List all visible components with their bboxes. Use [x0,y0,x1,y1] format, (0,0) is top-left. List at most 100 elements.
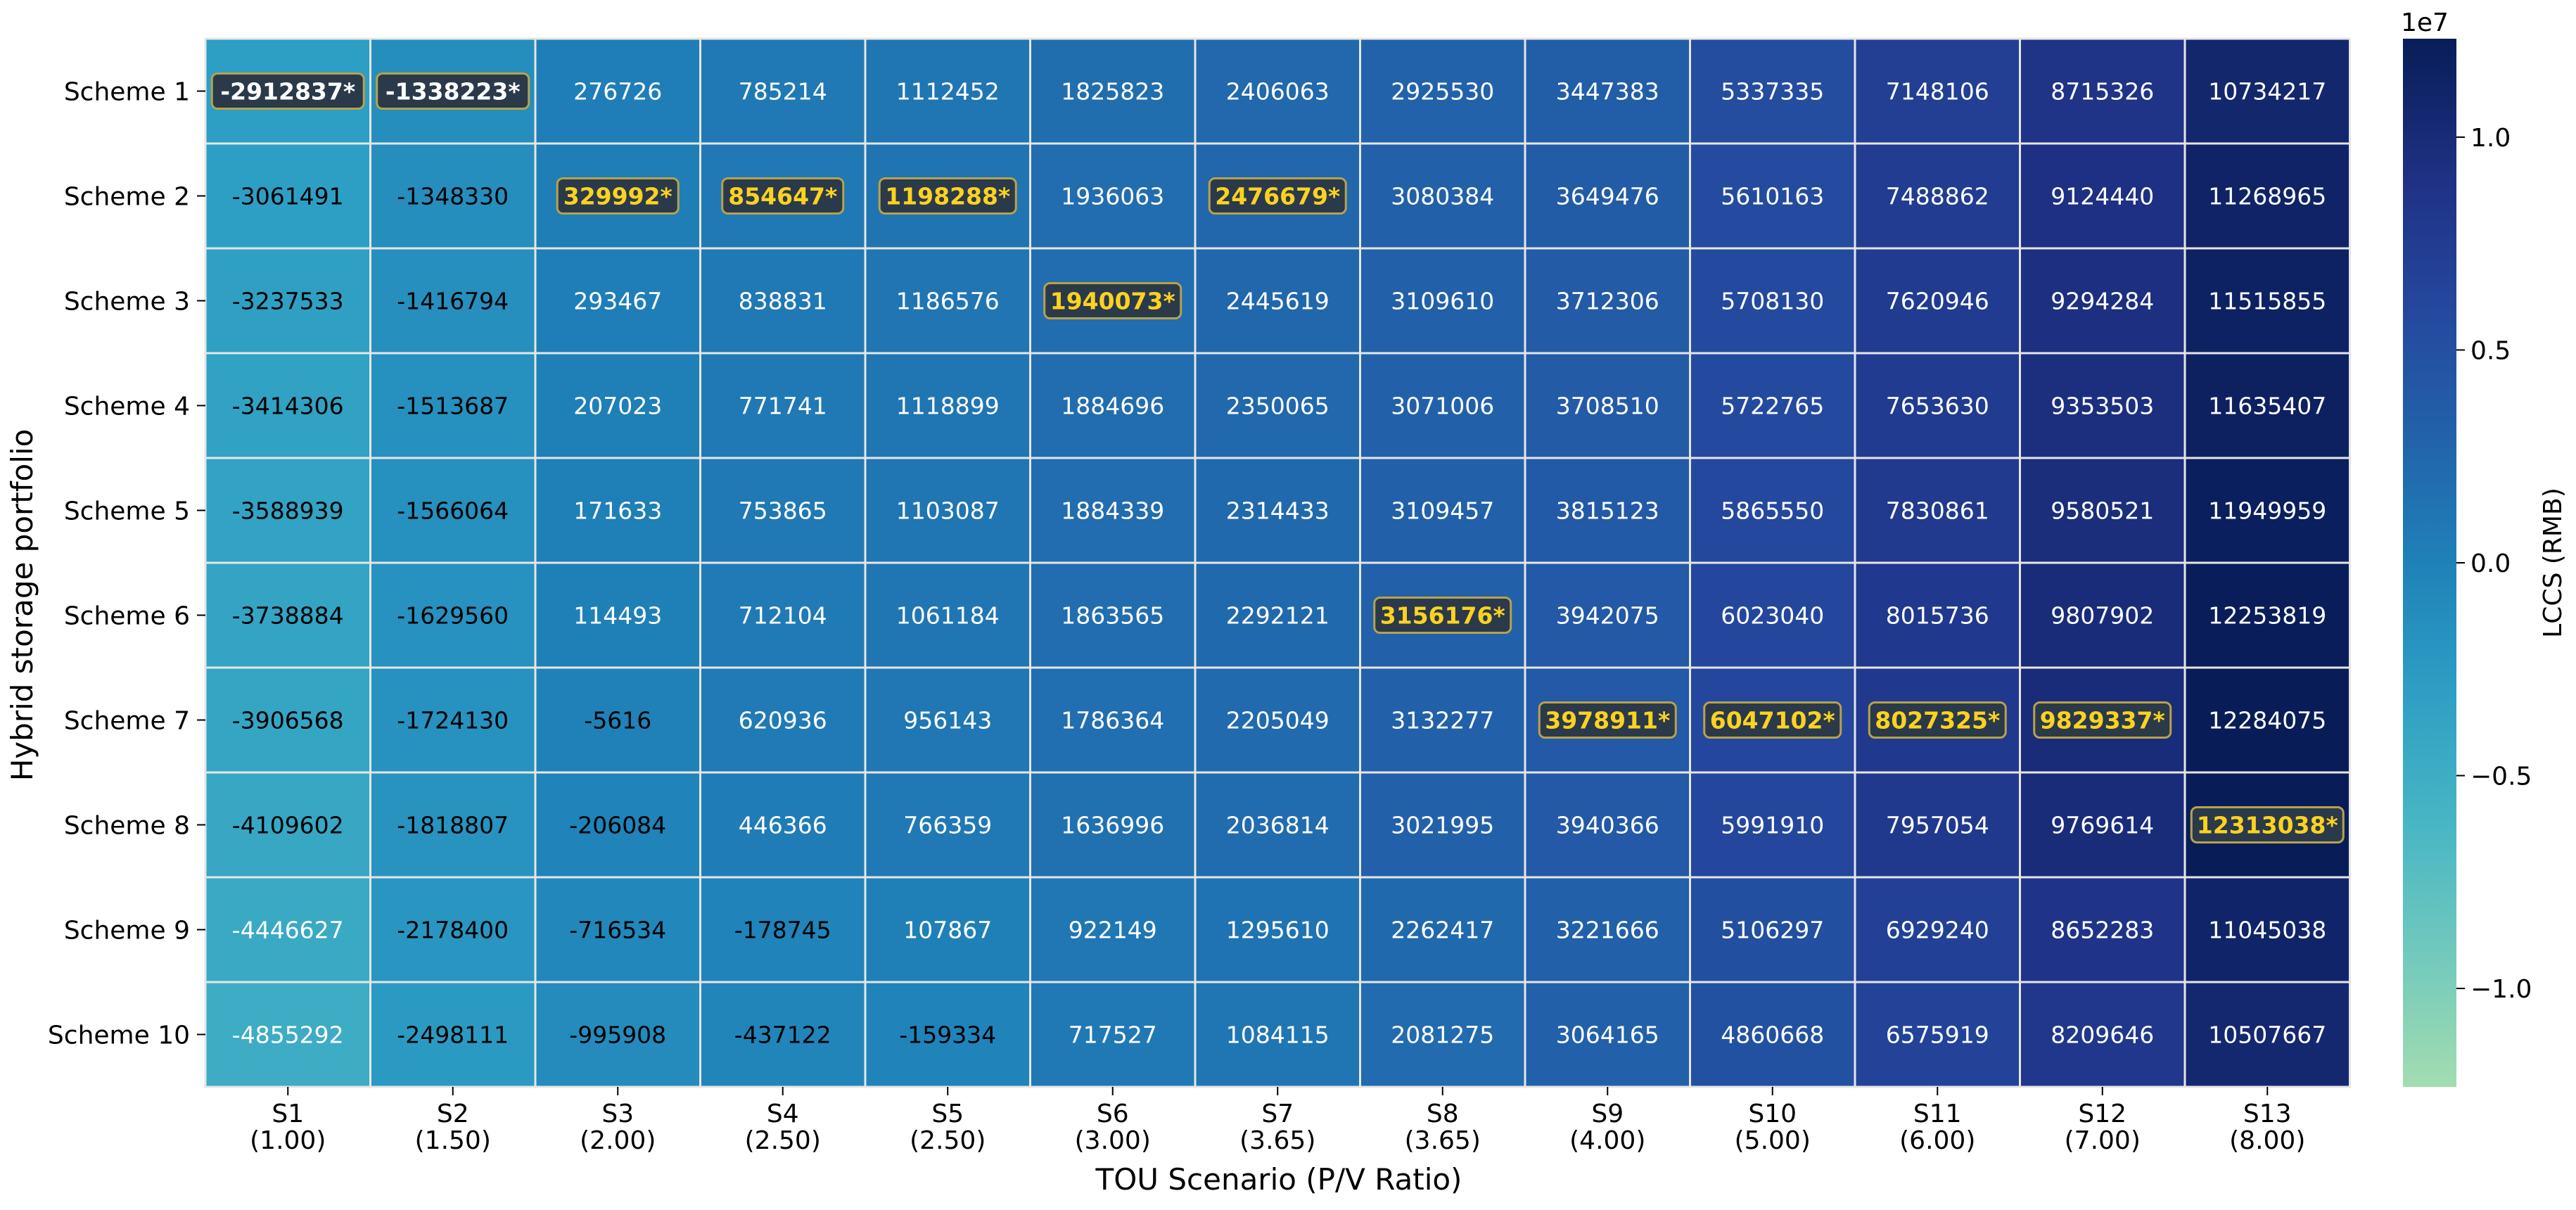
cell-value: 3940366 [1556,812,1659,839]
heatmap-cell [864,247,1031,355]
heatmap-cell [1854,771,2021,879]
heatmap-cell [2183,666,2351,774]
highlight-box [1043,282,1182,319]
highlight-box [210,72,365,110]
cell-value: 5106297 [1721,917,1824,944]
cell-value: 1884339 [1061,497,1164,525]
cell-value: -716534 [569,917,666,944]
heatmap-cell [534,666,701,774]
heatmap-cell [699,876,867,983]
heatmap-cell [1524,352,1691,459]
heatmap-cell [1029,771,1197,879]
x-tick-label: S12 [2078,1100,2127,1128]
cell-value: 4860668 [1721,1021,1824,1049]
x-tick-label: S9 [1591,1100,1624,1128]
heatmap-cell [369,561,537,669]
y-tick-label: Scheme 3 [64,288,190,317]
heatmap-cell [2183,352,2351,459]
cell-value: 5722765 [1721,393,1824,420]
heatmap-cell [204,666,371,774]
cell-value-highlighted: 3156176* [1380,602,1505,630]
heatmap-cell-labels: -2912837* -1338223* 276726 785214 1112452 182… [210,72,2345,1049]
heatmap-cell [864,666,1031,774]
heatmap-cell [1029,666,1197,774]
x-tick-label: S2 [437,1100,469,1128]
heatmap-cell [369,247,537,355]
cell-value: 1884696 [1061,393,1164,420]
cell-value: 8652283 [2051,917,2154,944]
cell-value: 10734217 [2208,78,2326,106]
cell-value: 11045038 [2208,917,2326,944]
cell-value: 3221666 [1556,917,1659,944]
cell-value: 11515855 [2208,288,2326,315]
cell-value: -1724130 [397,707,509,734]
cell-value: -4109602 [232,812,344,839]
y-tick-label: Scheme 9 [64,917,190,945]
heatmap-cell [1029,981,1197,1088]
cell-value: 2925530 [1391,78,1494,106]
heatmap-cell [1194,561,1361,669]
heatmap-cell [204,561,371,669]
cell-value: 11635407 [2208,393,2326,420]
cell-value: -1566064 [397,497,509,525]
cell-value: 2445619 [1226,288,1330,315]
cell-value: 7957054 [1886,812,1989,839]
cell-value: 9294284 [2051,288,2154,315]
cell-value: -2178400 [397,917,509,944]
cell-value: 3708510 [1556,393,1659,420]
heatmap-cell [1689,37,1856,145]
cell-value: -2498111 [397,1021,509,1049]
highlight-box [1373,597,1512,634]
heatmap-cell [369,457,537,564]
cell-value: 3080384 [1391,183,1494,210]
y-tick-label: Scheme 4 [64,393,190,421]
cell-value: 7620946 [1886,288,1989,315]
cell-value: 9807902 [2051,602,2154,630]
x-tick-label: S7 [1261,1100,1294,1128]
cell-value: -5616 [584,707,651,734]
heatmap-cell [1854,981,2021,1088]
cell-value: 5991910 [1721,812,1824,839]
cell-value: 2406063 [1226,78,1330,106]
cell-value: 712104 [739,602,827,630]
cell-value: -4446627 [232,917,344,944]
heatmap-cell [1029,876,1197,983]
cell-value: 2350065 [1226,393,1330,420]
heatmap-cell [1689,561,1856,669]
cell-value: 3815123 [1556,497,1659,525]
cell-value: -995908 [569,1021,666,1049]
heatmap-cell [1359,142,1526,250]
y-tick-label: Scheme 6 [64,602,190,631]
cell-value: 6929240 [1886,917,1989,944]
cell-value: 2292121 [1226,602,1330,630]
cell-value-highlighted: 854647* [728,183,837,210]
heatmap-cell [2019,981,2186,1088]
heatmap-cell [2019,771,2186,879]
heatmap-cell [1359,352,1526,459]
heatmap-cell [1194,981,1361,1088]
cell-value: 7488862 [1886,183,1989,210]
cell-value: -3414306 [232,393,344,420]
heatmap-cell [1689,981,1856,1088]
highlight-box [1208,177,1347,215]
cell-value-highlighted: 1940073* [1050,288,1175,315]
x-tick-label: S10 [1748,1100,1797,1128]
highlight-box [1703,701,1842,739]
cell-value: -3061491 [232,183,344,210]
heatmap-cell [204,142,371,250]
y-tick-label: Scheme 10 [48,1021,190,1050]
highlight-box [2190,806,2345,843]
highlight-box [721,177,845,215]
cell-value: 114493 [573,602,662,630]
cell-value: 2205049 [1226,707,1330,734]
cell-value: 8209646 [2051,1021,2154,1049]
heatmap-cell [1524,771,1691,879]
cell-value: 956143 [903,707,992,734]
cell-value: 1636996 [1061,812,1164,839]
cell-value: 7148106 [1886,78,1989,106]
x-tick-label: S5 [931,1100,964,1128]
cell-value: 8715326 [2051,78,2154,106]
cell-value: -3588939 [232,497,344,525]
highlight-box [1868,701,2007,739]
